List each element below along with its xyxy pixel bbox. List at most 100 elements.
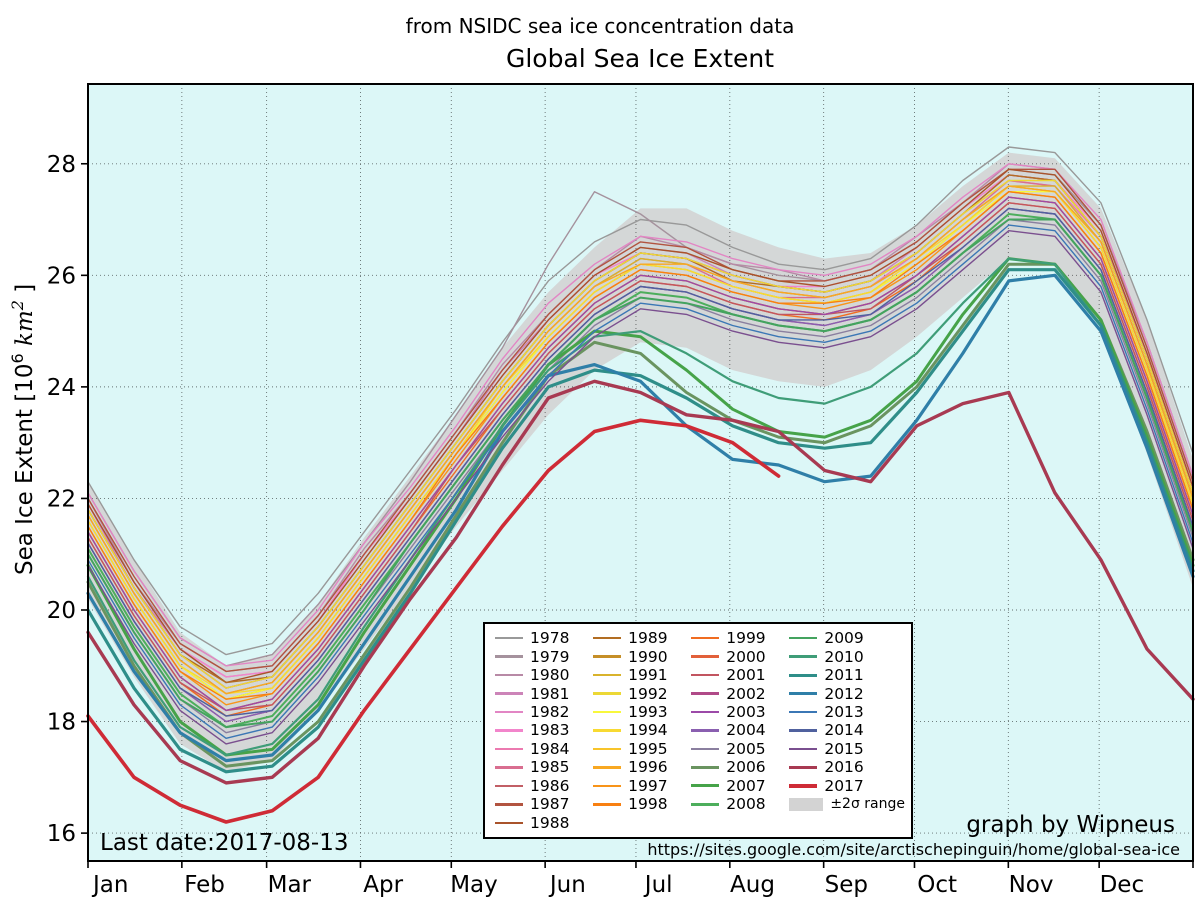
legend-entry-1994: 1994 [593, 721, 691, 739]
axis-frame [87, 83, 1194, 862]
svg-text:May: May [450, 872, 498, 898]
svg-text:Jan: Jan [91, 872, 128, 898]
legend-spacer [593, 814, 691, 832]
legend-entry-2012: 2012 [789, 684, 905, 703]
line-swatch [691, 729, 720, 732]
legend-entry-1982: 1982 [495, 703, 593, 721]
svg-text:Dec: Dec [1100, 872, 1145, 898]
line-swatch [691, 747, 720, 751]
line-swatch [691, 673, 720, 677]
line-swatch [593, 803, 622, 806]
series-line-1996 [87, 185, 1194, 695]
svg-text:20: 20 [47, 598, 76, 624]
series-line-2008 [87, 213, 1194, 729]
legend-label: 2010 [824, 647, 864, 666]
legend-entry-2009: 2009 [789, 629, 905, 647]
axis-ticks [81, 162, 1194, 868]
svg-text:Apr: Apr [363, 872, 403, 898]
line-swatch [495, 766, 523, 769]
legend-entry-1983: 1983 [495, 721, 593, 739]
legend-entry-1998: 1998 [593, 795, 691, 813]
line-swatch [593, 784, 622, 788]
svg-text:26: 26 [47, 263, 76, 289]
legend-entry-1995: 1995 [593, 740, 691, 758]
line-swatch [495, 784, 523, 788]
legend-label: 2000 [726, 647, 766, 666]
legend-entry-2013: 2013 [789, 703, 905, 721]
legend-label: 2007 [726, 776, 766, 795]
x-tick-labels: Jan Feb Mar Apr May Jun Jul Aug Sep Oct Nov Dec [91, 872, 1144, 898]
legend-label: 1978 [530, 629, 570, 648]
legend-label: 1999 [726, 629, 766, 648]
series-line-2010 [86, 257, 1195, 757]
legend-spacer [691, 814, 789, 832]
legend-label: 1981 [530, 684, 570, 703]
legend-entry-2016: 2016 [789, 758, 905, 776]
legend-entry-1980: 1980 [495, 666, 593, 684]
series-line-2009 [87, 218, 1194, 729]
svg-text:28: 28 [47, 152, 76, 178]
legend-label: 1992 [628, 684, 668, 703]
legend-label: 2003 [726, 703, 766, 722]
svg-text:Nov: Nov [1009, 872, 1054, 898]
series-line-2003 [87, 196, 1194, 712]
series-line-2011 [86, 268, 1195, 774]
legend-entry-1990: 1990 [593, 647, 691, 666]
legend-entry-2005: 2005 [691, 740, 789, 758]
series-line-1988 [87, 168, 1194, 684]
source-url: https://sites.google.com/site/arctischep… [647, 840, 1180, 859]
legend-entry-2014: 2014 [789, 721, 905, 739]
legend-label: 2009 [824, 629, 864, 648]
legend-label: 1995 [628, 739, 668, 758]
line-swatch [593, 747, 622, 751]
sigma-swatch [789, 797, 824, 811]
line-swatch [495, 710, 523, 714]
legend-label: 1985 [530, 758, 570, 777]
line-swatch [789, 691, 818, 696]
line-swatch [495, 655, 523, 658]
credit-annotation: graph by Wipneus [966, 812, 1175, 838]
legend-label: 1980 [530, 666, 570, 685]
legend-label: 2002 [726, 684, 766, 703]
legend-label: 2017 [824, 776, 864, 795]
legend-label: 2008 [726, 795, 766, 814]
line-swatch [789, 729, 818, 732]
line-swatch [789, 655, 818, 658]
chart-suptitle: from NSIDC sea ice concentration data [405, 14, 795, 38]
legend-label: 1983 [530, 721, 570, 740]
legend-entry-2011: 2011 [789, 666, 905, 684]
legend-label: 1990 [628, 647, 668, 666]
svg-text:Oct: Oct [917, 872, 957, 898]
svg-text:Mar: Mar [268, 872, 312, 898]
legend-entry-1978: 1978 [495, 629, 593, 647]
series-line-2016 [86, 379, 1195, 785]
legend-label: 1998 [628, 795, 668, 814]
legend-label: 2011 [824, 666, 864, 685]
legend-entry-1991: 1991 [593, 666, 691, 684]
legend-label: 1994 [628, 721, 668, 740]
legend-entry-2010: 2010 [789, 647, 905, 666]
legend-entry-2002: 2002 [691, 684, 789, 703]
legend-entry-1996: 1996 [593, 758, 691, 776]
series-line-1982 [87, 163, 1194, 667]
line-swatch [495, 803, 523, 806]
series-line-2015 [87, 229, 1194, 745]
legend-label: 1997 [628, 776, 668, 795]
line-swatch [789, 747, 818, 751]
legend-entry-2000: 2000 [691, 647, 789, 666]
series-line-2017 [86, 418, 781, 824]
line-swatch [691, 710, 720, 714]
series-line-2001 [87, 202, 1194, 712]
legend-entry-2006: 2006 [691, 758, 789, 776]
line-swatch [789, 673, 818, 677]
legend-entry-1993: 1993 [593, 703, 691, 721]
legend-entry-sigma: ±2σ range [789, 795, 905, 813]
svg-text:18: 18 [47, 710, 76, 736]
line-swatch [495, 729, 523, 732]
legend-entry-1987: 1987 [495, 795, 593, 813]
line-swatch [495, 692, 523, 695]
svg-text:Jun: Jun [548, 872, 586, 898]
line-swatch [789, 710, 818, 714]
line-swatch [691, 692, 720, 695]
